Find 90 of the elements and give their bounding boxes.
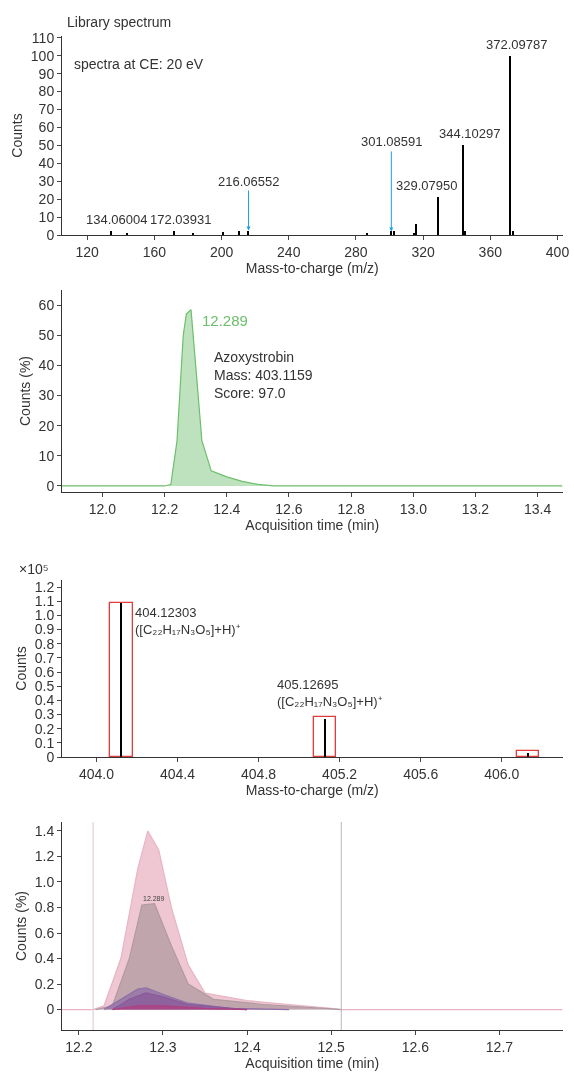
y-tick-label: 10 — [38, 208, 55, 225]
x-axis-title: Acquisition time (min) — [245, 1054, 380, 1071]
annotation: 404.12303 ([C₂₂H₁₇N₃O₅]+H)⁺ — [135, 605, 240, 637]
y-axis-title: Counts (%) — [17, 355, 34, 427]
y-tick-label: 1.0 — [34, 873, 55, 890]
y-tick-label: 1.4 — [34, 822, 55, 839]
y-tick-label: 0.5 — [34, 678, 55, 695]
x-tick-label: 405.6 — [403, 765, 439, 782]
x-axis-title: Mass-to-charge (m/z) — [245, 781, 379, 798]
y-tick-label: 30 — [38, 387, 55, 404]
x-tick-label: 360 — [478, 243, 503, 260]
annotation: 405.12695 ([C₂₂H₁₇N₃O₅]+H)⁺ — [277, 677, 382, 709]
annotation: 372.09787 — [486, 37, 548, 52]
y-tick-label: 0 — [46, 226, 55, 243]
x-tick-label: 12.6 — [275, 500, 303, 517]
x-tick-label: 12.2 — [65, 1038, 93, 1055]
x-tick-label: 280 — [344, 243, 368, 260]
y-tick-label: 0.8 — [34, 899, 55, 916]
y-tick-label: 90 — [38, 65, 55, 82]
y-tick-label: 0.6 — [34, 663, 55, 680]
x-tick-label: 404.4 — [159, 765, 196, 782]
y-tick-label: 50 — [38, 137, 55, 154]
y-tick-label: 20 — [38, 191, 55, 208]
y-tick-label: 1.0 — [34, 607, 55, 624]
x-tick-label: 405.2 — [322, 765, 358, 782]
chart-title: Library spectrum — [67, 14, 172, 30]
x-axis-title: Acquisition time (min) — [245, 516, 380, 533]
x-tick-label: 12.3 — [149, 1038, 177, 1055]
annotation: 301.08591 — [361, 134, 423, 149]
y-tick-label: 0.3 — [34, 706, 55, 723]
annotation: 172.03931 — [150, 212, 212, 227]
y-tick-label: 0.9 — [34, 621, 55, 638]
y-tick-label: 0.4 — [34, 950, 55, 967]
y-tick-label: 50 — [38, 327, 55, 344]
annotation: 216.06552 — [218, 174, 280, 189]
y-tick-label: 1.2 — [34, 848, 55, 865]
y-tick-label: 100 — [30, 47, 55, 64]
x-tick-label: 12.4 — [233, 1038, 261, 1055]
x-axis-title: Mass-to-charge (m/z) — [245, 259, 379, 276]
y-tick-label: 20 — [38, 417, 55, 434]
y-tick-label: 1.2 — [34, 578, 55, 595]
x-tick-label: 12.7 — [485, 1038, 514, 1055]
y-tick-label: 80 — [38, 83, 55, 100]
x-tick-label: 200 — [209, 243, 234, 260]
x-tick-label: 12.4 — [213, 500, 241, 517]
x-tick-label: 12.0 — [88, 500, 117, 517]
y-tick-label: 110 — [31, 29, 55, 46]
y-tick-label: 0 — [46, 748, 55, 765]
x-tick-label: 400 — [545, 243, 570, 260]
x-tick-label: 320 — [411, 243, 435, 260]
x-tick-label: 160 — [142, 243, 167, 260]
x-tick-label: 12.6 — [401, 1038, 430, 1055]
annotation: 134.06004 — [86, 212, 148, 227]
x-tick-label: 240 — [277, 243, 301, 260]
y-tick-label: 70 — [38, 101, 55, 118]
y-tick-label: 0.2 — [34, 975, 55, 992]
y-tick-label: 0.6 — [34, 924, 55, 941]
y-tick-label: 1.1 — [34, 593, 55, 610]
x-tick-label: 12.8 — [337, 500, 365, 517]
x-tick-label: 13.4 — [524, 500, 552, 517]
text: ×10⁵ — [19, 561, 49, 577]
y-tick-label: 0.8 — [34, 635, 55, 652]
x-tick-label: 404.0 — [78, 765, 115, 782]
text: spectra at CE: 20 eV — [74, 56, 204, 72]
annotation: 329.07950 — [396, 178, 458, 193]
x-tick-label: 12.5 — [317, 1038, 346, 1055]
y-tick-label: 0 — [46, 1001, 55, 1018]
y-tick-label: 0.2 — [34, 720, 55, 737]
y-tick-label: 10 — [38, 447, 55, 464]
y-tick-label: 40 — [38, 357, 55, 374]
y-tick-label: 60 — [38, 119, 55, 136]
annotation: 344.10297 — [439, 126, 501, 141]
y-axis-title: Counts (%) — [13, 890, 30, 962]
y-axis-title: Counts — [9, 113, 26, 158]
x-tick-label: 404.8 — [241, 765, 277, 782]
annotation: Azoxystrobin Mass: 403.1159 Score: 97.0 — [214, 349, 313, 402]
x-tick-label: 120 — [75, 243, 100, 260]
y-tick-label: 0.4 — [34, 692, 55, 709]
x-tick-label: 13.0 — [399, 500, 428, 517]
x-tick-label: 13.2 — [461, 500, 490, 517]
x-tick-label: 12.2 — [150, 500, 179, 517]
y-tick-label: 30 — [38, 173, 55, 190]
y-tick-label: 60 — [38, 296, 55, 313]
y-tick-label: 0.7 — [34, 649, 55, 666]
y-tick-label: 0.1 — [34, 734, 55, 751]
x-tick-label: 406.0 — [484, 765, 520, 782]
annotation: 12.289 — [202, 312, 248, 329]
y-axis-title: Counts — [13, 646, 30, 691]
y-tick-label: 0 — [46, 477, 55, 494]
y-tick-label: 40 — [38, 155, 55, 172]
